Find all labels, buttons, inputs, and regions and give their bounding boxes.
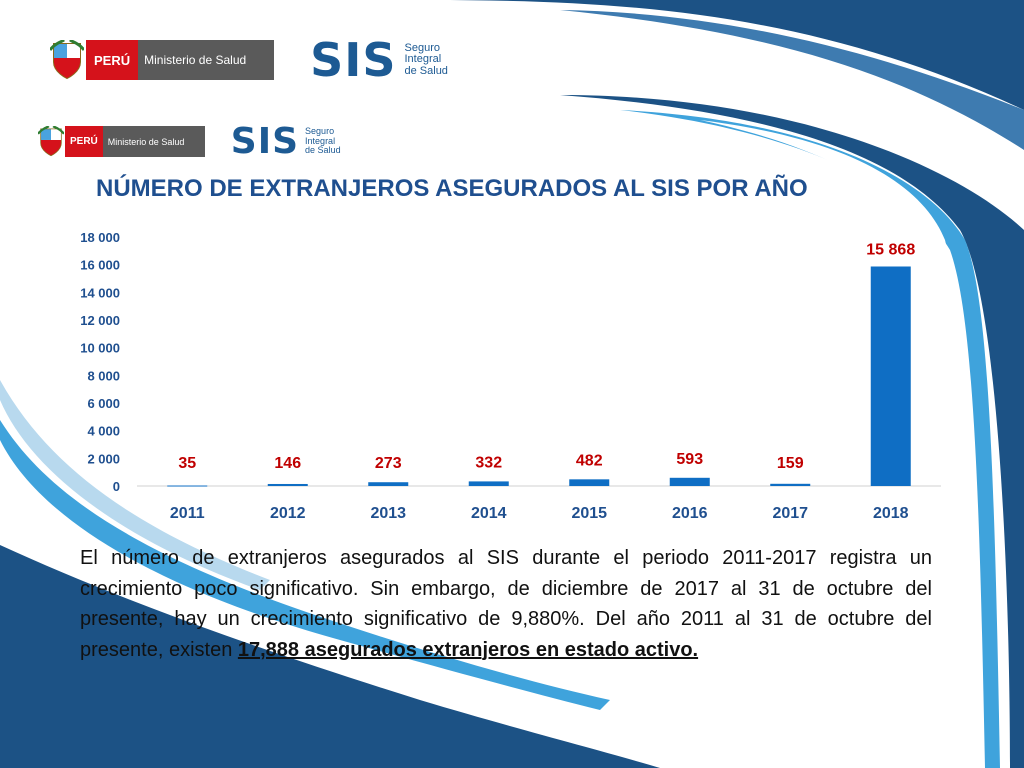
header-logos-second: PERÚ Ministerio de Salud SIS Seguro Inte… <box>38 121 341 162</box>
sis-subtitle-line: de Salud <box>404 64 448 77</box>
x-tick-label: 2012 <box>270 505 306 522</box>
data-label: 273 <box>375 455 402 472</box>
sis-subtitle-line: Integral <box>404 53 442 66</box>
y-tick-label: 8 000 <box>87 368 120 383</box>
description-highlight: 17,888 asegurados extranjeros en estado … <box>237 638 699 661</box>
sis-subtitle: Seguro Integral de Salud <box>305 126 341 156</box>
y-tick-label: 12 000 <box>80 313 120 328</box>
ministerio-label: Ministerio de Salud <box>138 40 275 80</box>
data-label: 593 <box>676 451 703 468</box>
data-label: 332 <box>475 454 502 471</box>
x-tick-label: 2018 <box>873 505 909 522</box>
left-dark-panel <box>0 545 660 768</box>
peru-ministerio-logo: PERÚ Ministerio de Salud <box>38 126 205 157</box>
bar <box>167 485 208 487</box>
peru-coat-of-arms-icon <box>38 126 64 157</box>
y-tick-label: 6 000 <box>87 396 120 411</box>
peru-label: PERÚ <box>86 40 139 80</box>
x-tick-label: 2014 <box>471 505 507 522</box>
x-tick-label: 2011 <box>170 505 205 522</box>
y-tick-label: 16 000 <box>80 258 120 273</box>
description-text: El número de extranjeros asegurados al S… <box>80 547 932 661</box>
x-tick-label: 2016 <box>672 505 708 522</box>
sis-subtitle-line: Seguro <box>404 41 440 54</box>
bar <box>870 266 911 486</box>
sis-logo: SIS Seguro Integral de Salud <box>231 121 341 162</box>
data-label: 482 <box>576 452 603 469</box>
bar <box>669 477 710 486</box>
data-label: 146 <box>274 455 301 472</box>
ministerio-label: Ministerio de Salud <box>102 126 205 157</box>
y-tick-label: 0 <box>113 479 120 494</box>
x-tick-label: 2013 <box>370 505 406 522</box>
peru-ministerio-logo: PERÚ Ministerio de Salud <box>50 40 275 80</box>
data-label: 159 <box>777 455 804 472</box>
peru-coat-of-arms-icon <box>50 40 84 80</box>
x-tick-label: 2015 <box>571 505 607 522</box>
sis-logo: SIS Seguro Integral de Salud <box>310 33 448 87</box>
header-logos-top: PERÚ Ministerio de Salud SIS Seguro Inte… <box>50 33 448 87</box>
y-tick-label: 2 000 <box>87 451 120 466</box>
sis-subtitle-line: de Salud <box>305 145 341 156</box>
chart-title: NÚMERO DE EXTRANJEROS ASEGURADOS AL SIS … <box>96 175 808 202</box>
sis-wordmark: SIS <box>310 33 397 87</box>
bar <box>569 479 610 486</box>
sis-wordmark: SIS <box>230 121 300 162</box>
bar <box>770 483 811 486</box>
top-right-mid-band <box>560 10 1024 150</box>
x-tick-label: 2017 <box>772 505 808 522</box>
y-tick-label: 4 000 <box>87 424 120 439</box>
data-label: 35 <box>178 455 196 472</box>
sis-subtitle-line: Seguro <box>305 126 335 137</box>
description-paragraph: El número de extranjeros asegurados al S… <box>80 543 932 665</box>
bar <box>267 483 308 486</box>
bar-chart: 0 2 000 4 000 6 000 8 000 10 000 12 000 14 000 1… <box>80 230 941 522</box>
peru-label: PERÚ <box>65 126 103 157</box>
y-tick-label: 10 000 <box>80 341 120 356</box>
bar <box>468 481 509 486</box>
sis-subtitle-line: Integral <box>305 135 336 146</box>
sis-subtitle: Seguro Integral de Salud <box>404 41 448 78</box>
y-tick-label: 14 000 <box>80 285 120 300</box>
top-right-dark-band <box>430 0 1024 110</box>
data-label: 15 868 <box>866 241 915 258</box>
y-tick-label: 18 000 <box>80 230 120 245</box>
bar <box>368 482 409 486</box>
